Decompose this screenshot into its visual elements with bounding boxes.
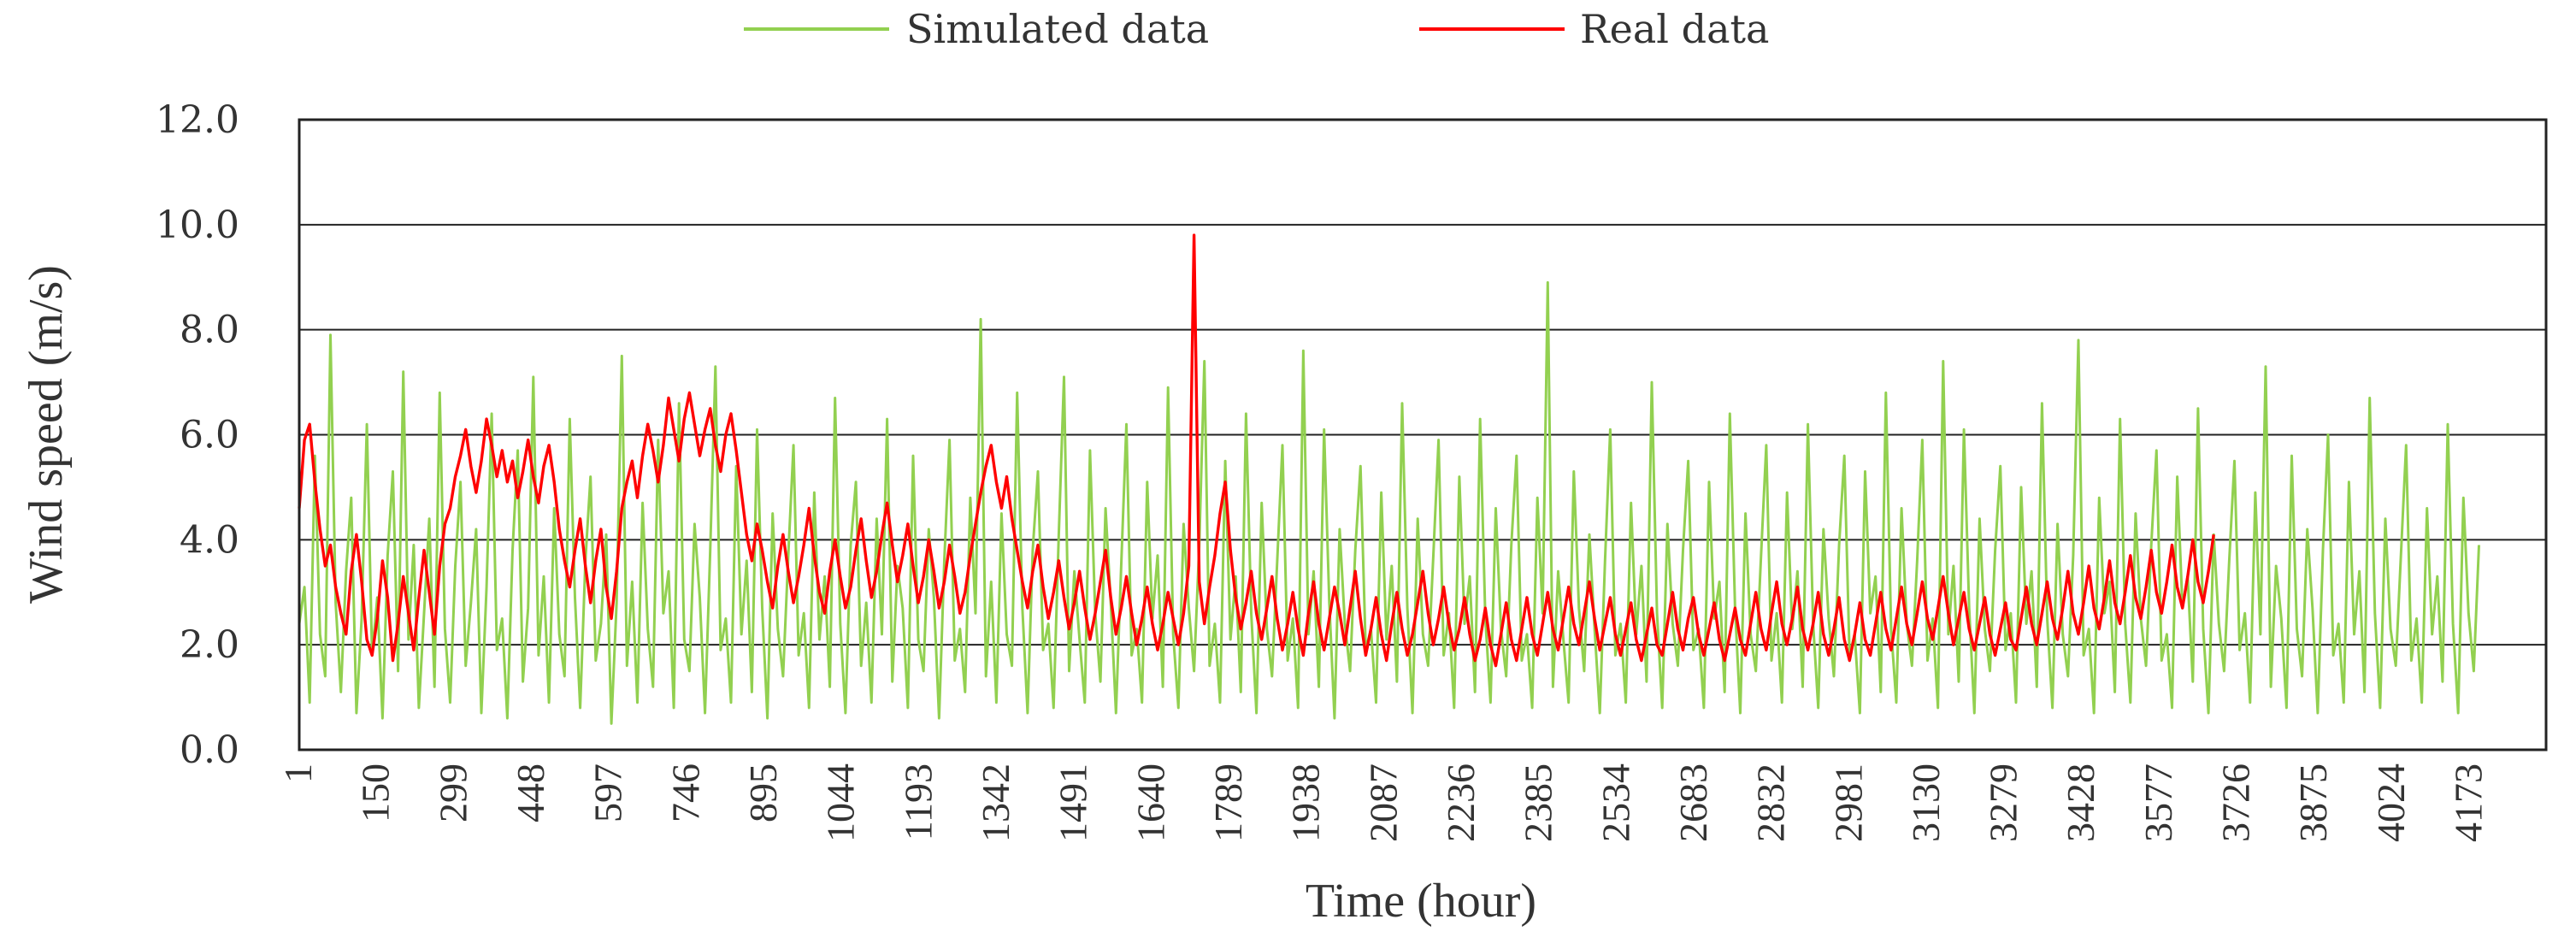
plot-area-frame — [298, 118, 2548, 751]
y-tick-label: 2.0 — [180, 623, 239, 667]
x-tick-label: 2981 — [1826, 763, 1870, 842]
x-tick-label: 3577 — [2137, 763, 2180, 842]
y-tick-label: 0.0 — [180, 728, 239, 772]
x-tick-label: 1640 — [1129, 763, 1172, 842]
legend: Simulated data Real data — [744, 6, 1769, 52]
legend-label-simulated: Simulated data — [906, 6, 1209, 52]
y-tick-label: 12.0 — [156, 98, 239, 142]
x-tick-label: 1342 — [974, 763, 1017, 842]
x-tick-label: 3428 — [2059, 763, 2102, 842]
x-tick-label: 299 — [431, 763, 475, 822]
x-axis-title: Time (hour) — [1306, 875, 1536, 928]
y-axis-title: Wind speed (m/s) — [20, 265, 73, 604]
x-tick-label: 4173 — [2447, 763, 2491, 842]
y-tick-label: 10.0 — [156, 203, 239, 247]
x-tick-label: 3130 — [1904, 763, 1948, 842]
y-tick-label: 6.0 — [180, 414, 239, 457]
x-tick-label: 1491 — [1052, 763, 1095, 842]
x-tick-label: 3726 — [2214, 763, 2258, 842]
x-tick-label: 1789 — [1206, 763, 1250, 842]
series-line-simulated — [298, 280, 2480, 725]
x-axis-ticks: 1 150 299 448 597 746 895 1044 1193 1342 1491 1640 1… — [276, 763, 2491, 842]
x-tick-label: 3279 — [1982, 763, 2025, 842]
y-tick-label: 8.0 — [180, 309, 239, 352]
series-layer — [298, 233, 2480, 725]
x-tick-label: 2087 — [1361, 763, 1405, 842]
legend-label-real: Real data — [1580, 6, 1769, 52]
x-tick-label: 2236 — [1439, 763, 1483, 842]
x-tick-label: 2683 — [1671, 763, 1715, 842]
y-axis-ticks: 0.0 2.0 4.0 6.0 8.0 10.0 12.0 — [156, 98, 239, 772]
y-tick-label: 4.0 — [180, 518, 239, 562]
series-line-real — [298, 233, 2215, 668]
x-tick-label: 2832 — [1749, 763, 1793, 842]
x-tick-label: 746 — [663, 763, 707, 822]
x-tick-label: 1 — [276, 763, 320, 783]
x-tick-label: 2385 — [1517, 763, 1560, 842]
x-tick-label: 1044 — [819, 763, 863, 842]
x-tick-label: 1938 — [1284, 763, 1328, 842]
x-tick-label: 895 — [741, 763, 785, 822]
x-tick-label: 4024 — [2369, 763, 2413, 842]
x-tick-label: 3875 — [2291, 763, 2335, 842]
x-tick-label: 1193 — [896, 763, 940, 840]
x-tick-label: 2534 — [1594, 763, 1637, 842]
x-tick-label: 448 — [509, 763, 552, 822]
x-tick-label: 150 — [354, 763, 398, 822]
x-tick-label: 597 — [587, 763, 630, 822]
